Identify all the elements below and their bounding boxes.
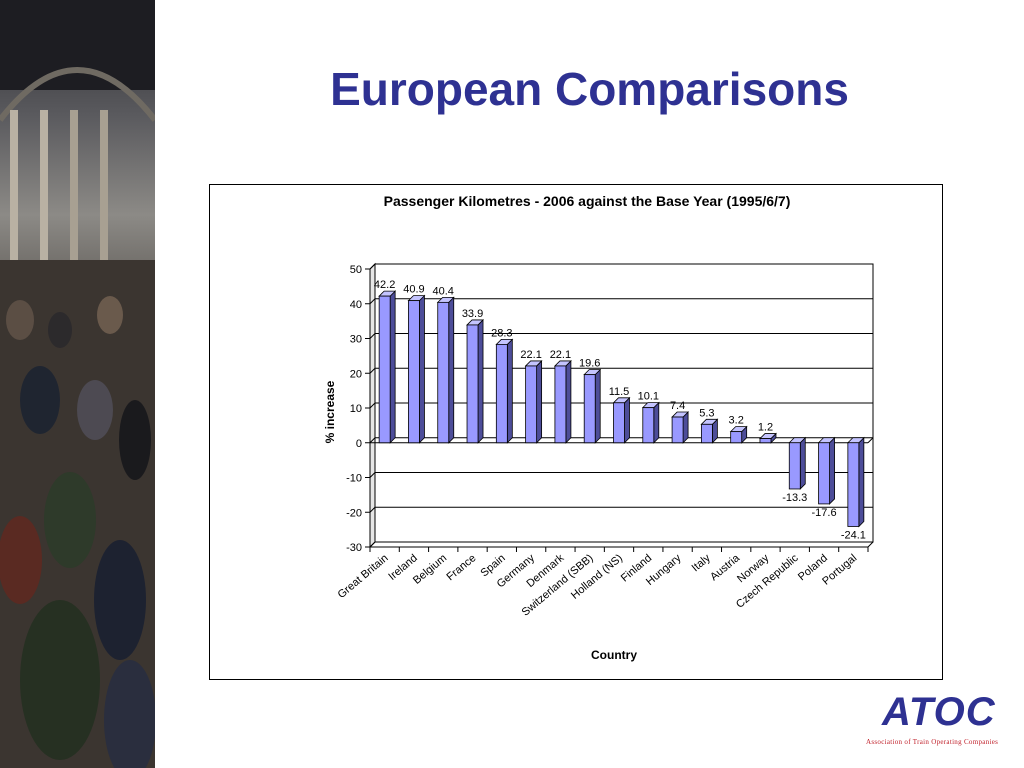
bar-side bbox=[419, 294, 425, 444]
data-label: 11.5 bbox=[609, 386, 630, 398]
data-label: -13.3 bbox=[782, 492, 807, 504]
y-tick-label: -10 bbox=[346, 473, 362, 485]
data-label: 28.3 bbox=[491, 327, 512, 339]
data-label: -17.6 bbox=[812, 507, 837, 519]
y-tick-label: 20 bbox=[350, 368, 362, 380]
bar bbox=[759, 438, 772, 444]
x-axis-label: Country bbox=[591, 648, 637, 662]
bar-side bbox=[536, 359, 543, 444]
chart-title: Passenger Kilometres - 2006 against the … bbox=[384, 193, 791, 209]
y-tick-label: -20 bbox=[346, 507, 362, 519]
bar bbox=[671, 416, 684, 444]
y-tick-label: 0 bbox=[356, 438, 362, 450]
bar bbox=[700, 423, 713, 444]
data-label: 22.1 bbox=[550, 349, 571, 361]
x-axis-baseline-depth bbox=[867, 437, 874, 444]
atoc-logo: ATOC Association of Train Operating Comp… bbox=[860, 690, 1010, 750]
bar-side bbox=[477, 318, 484, 444]
data-label: 5.3 bbox=[699, 407, 714, 419]
bar bbox=[466, 324, 479, 444]
bar bbox=[495, 344, 508, 444]
bar bbox=[408, 300, 420, 444]
logo-subtitle: Association of Train Operating Companies bbox=[866, 738, 999, 746]
bar bbox=[613, 402, 625, 444]
bar bbox=[554, 365, 567, 444]
y-tick-label: 50 bbox=[350, 264, 362, 276]
data-label: 19.6 bbox=[579, 358, 600, 370]
data-label: 7.4 bbox=[670, 400, 685, 412]
plot-area: 50 40 30 20 10 0 -10 -20 -30 42.2 Great Britain 40.… bbox=[336, 262, 874, 619]
photo-illustration bbox=[0, 0, 155, 768]
station-crowd-photo bbox=[0, 0, 155, 768]
y-tick-label: -30 bbox=[346, 542, 362, 554]
bar-side bbox=[653, 401, 660, 444]
gridline-depth bbox=[369, 402, 376, 409]
y-tick-label: 10 bbox=[350, 403, 362, 415]
x-axis-line-depth bbox=[867, 541, 874, 548]
data-label: 42.2 bbox=[374, 279, 395, 291]
data-label: 22.1 bbox=[520, 349, 541, 361]
data-label: 3.2 bbox=[729, 415, 744, 427]
bar bbox=[788, 442, 801, 490]
slide-title: European Comparisons bbox=[330, 63, 849, 115]
gridline-depth bbox=[369, 506, 376, 513]
data-label: -24.1 bbox=[841, 529, 866, 541]
bar-side bbox=[565, 359, 572, 444]
bar-side bbox=[389, 290, 396, 444]
x-tick-label: Belgium bbox=[411, 552, 449, 587]
bar bbox=[437, 301, 450, 444]
data-label: 10.1 bbox=[638, 391, 659, 403]
x-tick-label: Holland (NS) bbox=[569, 552, 625, 602]
bar-side bbox=[448, 296, 455, 444]
x-tick-label: France bbox=[445, 552, 479, 583]
bar bbox=[525, 365, 538, 444]
logo-wordmark: ATOC bbox=[882, 690, 996, 734]
bar-side bbox=[506, 338, 513, 444]
data-label: 1.2 bbox=[758, 422, 773, 434]
data-label: 40.9 bbox=[403, 284, 424, 296]
bar bbox=[818, 442, 830, 505]
bar bbox=[847, 442, 860, 527]
bar-side bbox=[829, 436, 835, 505]
bar bbox=[642, 407, 655, 444]
bar-chart: Passenger Kilometres - 2006 against the … bbox=[323, 193, 874, 662]
data-label: 40.4 bbox=[433, 285, 454, 297]
bar-side bbox=[858, 436, 865, 528]
bar bbox=[378, 295, 391, 444]
chart-frame: Passenger Kilometres - 2006 against the … bbox=[209, 184, 943, 680]
data-label: 33.9 bbox=[462, 308, 483, 320]
gridline-depth bbox=[369, 472, 376, 478]
gridline-depth bbox=[369, 541, 376, 548]
y-tick-label: 40 bbox=[350, 299, 362, 311]
gridline-depth bbox=[369, 298, 376, 305]
bar bbox=[730, 431, 743, 444]
bar-side bbox=[799, 436, 806, 490]
y-axis-label: % increase bbox=[323, 380, 337, 443]
gridline-depth bbox=[369, 437, 376, 444]
gridline-depth bbox=[369, 263, 376, 270]
gridline-depth bbox=[369, 367, 376, 374]
bar-side bbox=[594, 368, 601, 444]
y-tick-label: 30 bbox=[350, 334, 362, 346]
bar bbox=[583, 374, 596, 444]
x-tick-label: Italy bbox=[690, 552, 714, 574]
x-tick-label: Great Britain bbox=[336, 552, 391, 601]
gridline-depth bbox=[369, 333, 376, 339]
bar-side bbox=[624, 396, 630, 444]
